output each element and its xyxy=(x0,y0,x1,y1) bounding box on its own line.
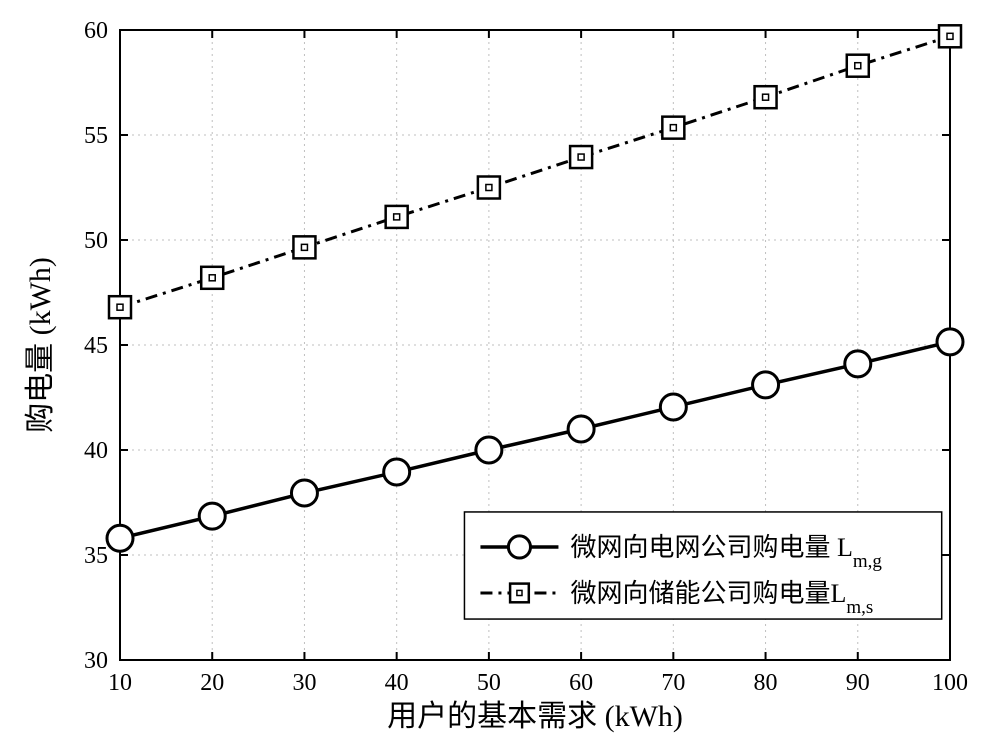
x-tick-label: 70 xyxy=(661,670,685,696)
x-tick-label: 100 xyxy=(932,670,968,696)
y-tick-label: 35 xyxy=(84,543,108,569)
x-tick-label: 50 xyxy=(477,670,501,696)
y-tick-label: 55 xyxy=(84,123,108,149)
x-axis-label: 用户的基本需求 (kWh) xyxy=(387,700,683,733)
x-tick-label: 60 xyxy=(569,670,593,696)
y-tick-label: 30 xyxy=(84,648,108,674)
y-tick-label: 40 xyxy=(84,438,108,464)
y-tick-label: 60 xyxy=(84,18,108,44)
x-tick-label: 10 xyxy=(108,670,132,696)
x-tick-label: 90 xyxy=(846,670,870,696)
y-tick-label: 45 xyxy=(84,333,108,359)
x-tick-label: 30 xyxy=(292,670,316,696)
chart-container: 10 20 30 40 50 60 70 80 90 100 30 35 40 45 50 55 60 用户的基本… xyxy=(0,0,1000,733)
x-tick-label: 40 xyxy=(385,670,409,696)
y-axis-label: 购电量 (kWh) xyxy=(24,257,57,433)
x-tick-label: 80 xyxy=(754,670,778,696)
legend: 微网向电网公司购电量 Lm,g微网向储能公司购电量Lm,s xyxy=(464,512,941,619)
line-chart: 10 20 30 40 50 60 70 80 90 100 30 35 40 45 50 55 60 用户的基本… xyxy=(0,0,1000,733)
y-tick-label: 50 xyxy=(84,228,108,254)
x-tick-label: 20 xyxy=(200,670,224,696)
